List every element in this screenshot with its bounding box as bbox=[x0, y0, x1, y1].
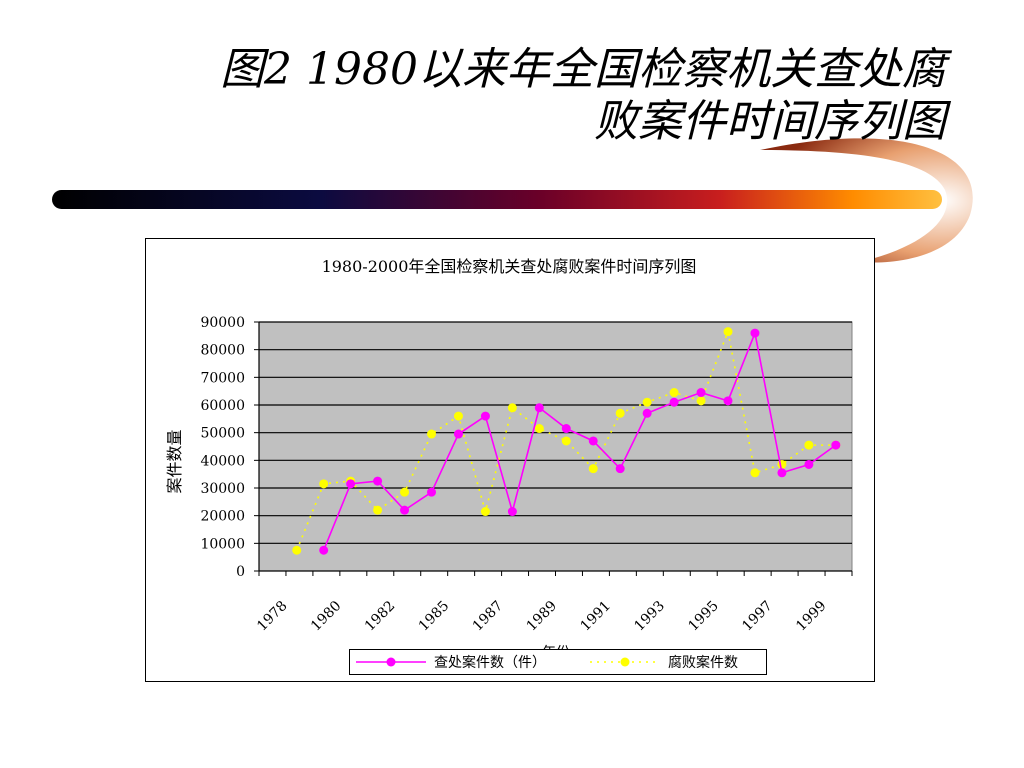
x-tick-label: 1980 bbox=[308, 598, 345, 635]
y-tick-label: 10000 bbox=[200, 536, 245, 552]
series-2-point bbox=[400, 487, 410, 497]
series-1-point bbox=[642, 408, 652, 418]
chart-legend: 查处案件数（件） 腐败案件数 bbox=[349, 649, 767, 675]
series-1-point bbox=[373, 476, 383, 486]
series-line-1 bbox=[322, 330, 837, 551]
legend-label-1: 查处案件数（件） bbox=[434, 654, 546, 671]
series-2-point bbox=[534, 424, 544, 434]
slide-title-line-1: 图2 1980以来年全国检察机关查处腐 bbox=[220, 44, 946, 95]
series-1-point bbox=[588, 436, 598, 446]
x-tick-label: 1991 bbox=[578, 598, 615, 635]
series-2-point bbox=[453, 411, 463, 421]
series-1-point bbox=[615, 464, 625, 474]
legend-marker-1 bbox=[386, 657, 396, 667]
plot-area bbox=[258, 321, 853, 572]
slide-title: 图2 1980以来年全国检察机关查处腐 败案件时间序列图 bbox=[86, 44, 946, 148]
series-1-point bbox=[696, 388, 706, 398]
series-1-point bbox=[723, 396, 733, 406]
y-tick-label: 50000 bbox=[200, 426, 245, 442]
series-1-point bbox=[831, 440, 841, 450]
x-tick-label: 1989 bbox=[524, 598, 561, 635]
chart-title: 1980-2000年全国检察机关查处腐败案件时间序列图 bbox=[322, 257, 697, 276]
x-tick-label: 1997 bbox=[739, 598, 776, 635]
x-tick-label: 1978 bbox=[254, 598, 291, 635]
slide-title-line-2: 败案件时间序列图 bbox=[594, 96, 946, 147]
series-2-point bbox=[723, 327, 733, 337]
series-1-point bbox=[534, 403, 544, 413]
line-chart: 1980-2000年全国检察机关查处腐败案件时间序列图 0 10000 20000 30… bbox=[165, 257, 853, 661]
x-tick-label: 1985 bbox=[416, 598, 453, 635]
y-tick-label: 90000 bbox=[200, 315, 245, 331]
series-2-point bbox=[319, 479, 329, 489]
series-2-point bbox=[427, 429, 437, 439]
series-2-point bbox=[373, 505, 383, 515]
x-tick-label: 1982 bbox=[362, 598, 399, 635]
series-1-point bbox=[669, 397, 679, 407]
y-tick-label: 80000 bbox=[200, 343, 245, 359]
series-1-point bbox=[453, 429, 463, 439]
gradient-bar bbox=[52, 190, 942, 209]
x-tick-label: 1987 bbox=[470, 598, 507, 635]
chart-container: 1980-2000年全国检察机关查处腐败案件时间序列图 0 10000 20000 30… bbox=[145, 238, 875, 682]
series-2-point bbox=[507, 403, 517, 413]
series-1-point bbox=[561, 424, 571, 434]
legend-marker-2 bbox=[620, 657, 630, 667]
series-2-point bbox=[669, 388, 679, 398]
series-1-point bbox=[480, 411, 490, 421]
series-2-point bbox=[561, 436, 571, 446]
y-tick-label: 40000 bbox=[200, 453, 245, 469]
series-2-point bbox=[588, 464, 598, 474]
series-1-point bbox=[346, 479, 356, 489]
series-1-point bbox=[777, 468, 787, 478]
y-tick-label: 70000 bbox=[200, 370, 245, 386]
legend-label-2: 腐败案件数 bbox=[668, 654, 738, 671]
series-1-point bbox=[507, 507, 517, 517]
y-tick-label: 0 bbox=[236, 564, 245, 580]
decorative-header-bar bbox=[52, 138, 973, 263]
x-tick-label: 1993 bbox=[631, 598, 668, 635]
series-2-point bbox=[696, 396, 706, 406]
series-2-point bbox=[642, 397, 652, 407]
x-tick-label: 1999 bbox=[793, 598, 830, 635]
y-tick-label: 60000 bbox=[200, 398, 245, 414]
series-2-point bbox=[777, 459, 787, 469]
series-1-point bbox=[750, 328, 760, 338]
y-axis-label: 案件数量 bbox=[165, 429, 184, 493]
series-1-point bbox=[804, 459, 814, 469]
series-2-point bbox=[292, 545, 302, 555]
series-1-point bbox=[400, 505, 410, 515]
series-2-point bbox=[615, 408, 625, 418]
series-2-point bbox=[804, 440, 814, 450]
series-2-point bbox=[750, 468, 760, 478]
y-tick-label: 20000 bbox=[200, 509, 245, 525]
series-2-point bbox=[480, 507, 490, 517]
series-1-point bbox=[427, 487, 437, 497]
series-1-point bbox=[319, 545, 329, 555]
legend-graphic: 查处案件数（件） 腐败案件数 bbox=[356, 654, 738, 671]
x-tick-label: 1995 bbox=[685, 598, 722, 635]
y-tick-label: 30000 bbox=[200, 481, 245, 497]
